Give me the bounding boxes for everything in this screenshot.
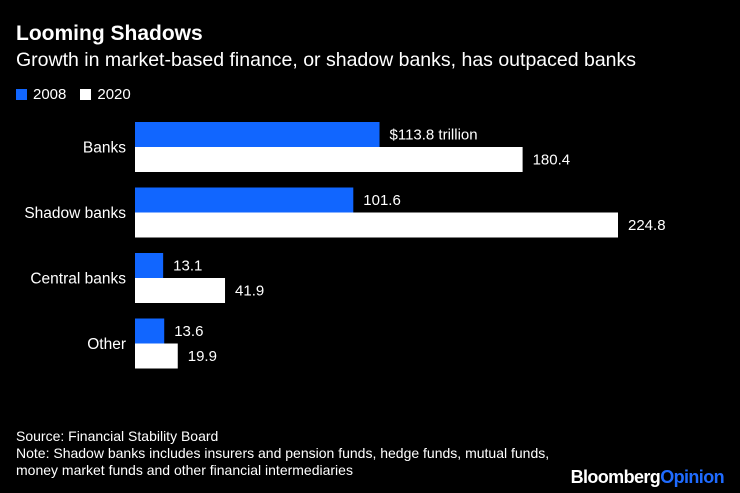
footnote: Note: Shadow banks includes insurers and… xyxy=(16,445,550,478)
legend-label-2020: 2020 xyxy=(97,85,131,103)
bar-central-banks-2020 xyxy=(135,278,226,303)
bar-other-2020 xyxy=(135,343,178,369)
data-label-shadow-banks-2008: 101.6 xyxy=(363,192,401,209)
legend-item-2008: 2008 xyxy=(16,86,66,103)
legend-item-2020: 2020 xyxy=(80,85,131,103)
data-label-banks-2008: $113.8 trillion xyxy=(390,127,478,144)
chart-title: Looming Shadows xyxy=(16,22,203,45)
bar-banks-2008 xyxy=(135,122,380,147)
data-label-central-banks-2020: 41.9 xyxy=(235,283,264,300)
bar-other-2008 xyxy=(135,318,165,344)
source-note: Source: Financial Stability Board xyxy=(16,428,219,444)
data-label-shadow-banks-2020: 224.8 xyxy=(628,217,666,234)
category-label-shadow-banks: Shadow banks xyxy=(24,205,126,222)
category-label-other: Other xyxy=(87,336,126,353)
bar-banks-2020 xyxy=(135,147,523,172)
legend: 2008 2020 xyxy=(16,84,145,104)
data-label-banks-2020: 180.4 xyxy=(533,152,571,169)
data-label-other-2008: 13.6 xyxy=(174,323,203,340)
bar-shadow-banks-2008 xyxy=(135,187,354,213)
category-label-central-banks: Central banks xyxy=(30,271,126,288)
legend-swatch-2020 xyxy=(80,88,92,100)
brand-bloomberg: Bloomberg xyxy=(570,467,661,487)
bar-shadow-banks-2020 xyxy=(135,212,618,238)
category-label-banks: Banks xyxy=(83,140,126,157)
brand-logo: BloombergOpinion xyxy=(570,467,725,488)
data-label-central-banks-2008: 13.1 xyxy=(173,258,202,275)
brand-opinion: Opinion xyxy=(660,467,724,487)
bar-central-banks-2008 xyxy=(135,253,164,278)
legend-label-2008: 2008 xyxy=(33,85,67,103)
chart-subtitle: Growth in market-based finance, or shado… xyxy=(16,49,637,71)
legend-swatch-2008 xyxy=(16,88,27,100)
data-label-other-2020: 19.9 xyxy=(188,348,217,365)
